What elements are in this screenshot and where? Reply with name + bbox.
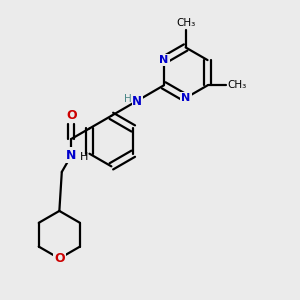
Text: N: N bbox=[181, 93, 190, 103]
Text: CH₃: CH₃ bbox=[227, 80, 246, 90]
Text: H: H bbox=[124, 94, 131, 104]
Text: O: O bbox=[54, 252, 65, 265]
Text: O: O bbox=[66, 109, 77, 122]
Text: H: H bbox=[80, 152, 88, 162]
Text: N: N bbox=[159, 55, 168, 65]
Text: N: N bbox=[66, 149, 77, 162]
Text: CH₃: CH₃ bbox=[176, 18, 195, 28]
Text: N: N bbox=[132, 95, 142, 108]
